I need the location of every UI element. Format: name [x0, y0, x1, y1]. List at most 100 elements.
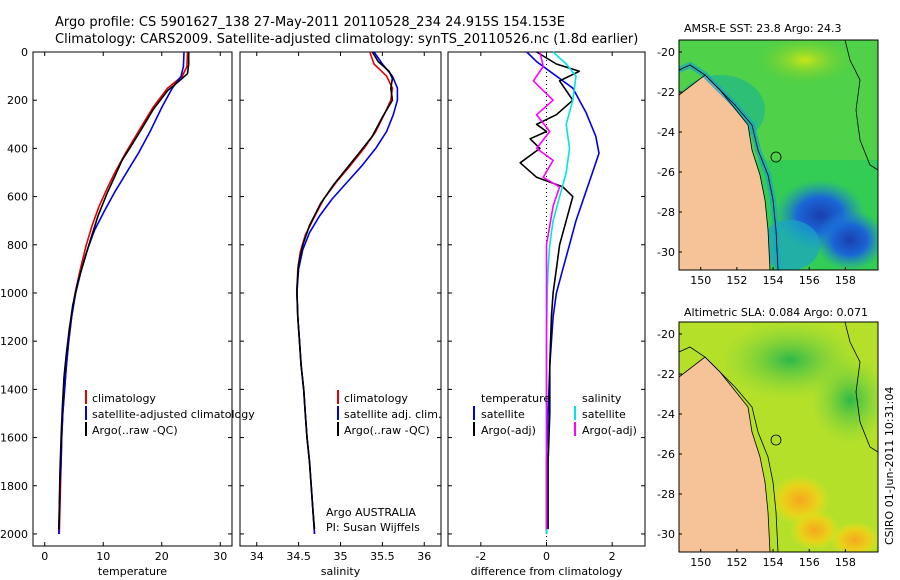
temperature-ytick-label: 200 — [7, 94, 28, 107]
temperature-ytick-label: 800 — [7, 239, 28, 252]
sla-ytick-label: -28 — [657, 488, 675, 501]
sst-xtick-label: 150 — [690, 274, 711, 287]
temperature-ytick-label: 600 — [7, 191, 28, 204]
sla-coastline — [679, 356, 771, 552]
temperature-ytick-label: 2000 — [0, 528, 28, 541]
sst-xtick-label: 154 — [763, 274, 784, 287]
sst-xtick-label: 152 — [726, 274, 747, 287]
sst-xtick-label: 158 — [835, 274, 856, 287]
temperature-xtick-label: 20 — [155, 550, 169, 563]
sst-cold-eddy-2 — [815, 210, 878, 270]
temperature-ytick-label: 1800 — [0, 480, 28, 493]
sst-xtick-label: 156 — [799, 274, 820, 287]
salinity-panel: 34 34.5 35 35.5 36 salinity — [239, 51, 442, 578]
legend-title-salinity: salinity — [582, 392, 622, 405]
sla-map-frame — [678, 321, 879, 553]
sla-map — [679, 322, 878, 552]
series-sal-satellite — [545, 51, 577, 534]
legend-label-climatology: climatology — [344, 392, 408, 405]
temperature-ytick-label: 1200 — [0, 335, 28, 348]
temperature-ytick-label: 1000 — [0, 287, 28, 300]
salinity-legend: climatology satellite adj. clim. Argo(..… — [326, 390, 441, 534]
sla-high-patch-2 — [790, 510, 840, 550]
difference-xtick-label: 0 — [543, 550, 550, 563]
sla-xtick-label: 152 — [726, 556, 747, 569]
salinity-axes-frame — [239, 51, 442, 547]
series-satellite — [296, 51, 399, 535]
sla-map-axes: 150 152 154 156 158 -20 -22 -24 -26 -28 -30 — [657, 328, 856, 569]
legend-label-climatology: climatology — [92, 392, 156, 405]
sla-low-patch-2 — [810, 355, 878, 445]
sst-ytick-label: -20 — [657, 46, 675, 59]
legend-label-argo: Argo(..raw -QC) — [92, 424, 178, 437]
sst-warm-patch — [755, 40, 855, 85]
sst-reef-contour — [844, 40, 878, 171]
sst-coastline — [679, 74, 771, 270]
sla-profile-marker — [770, 434, 782, 446]
sla-depth-contour — [679, 346, 779, 552]
legend-label-satellite: satellite adj. clim. — [344, 408, 441, 421]
sst-land — [679, 75, 770, 270]
sla-ytick-label: -22 — [657, 368, 675, 381]
sst-map-frame — [678, 39, 879, 271]
temperature-axes-frame — [32, 51, 233, 547]
timestamp-stamp: CSIRO 01-Jun-2011 10:31:04 — [883, 387, 896, 545]
sst-map-title: AMSR-E SST: 23.8 Argo: 24.3 — [684, 22, 842, 35]
temperature-ytick-label: 400 — [7, 142, 28, 155]
salinity-xtick-label: 35.5 — [370, 550, 395, 563]
sla-xtick-label: 158 — [835, 556, 856, 569]
sla-ytick-label: -20 — [657, 328, 675, 341]
salinity-xtick-label: 34 — [250, 550, 264, 563]
salinity-xtick-label: 36 — [417, 550, 431, 563]
sst-ytick-label: -28 — [657, 206, 675, 219]
sla-ytick-label: -30 — [657, 528, 675, 541]
legend-label-temp-argo: Argo(-adj) — [481, 424, 536, 437]
temperature-xtick-label: 0 — [41, 550, 48, 563]
sst-ytick-label: -30 — [657, 246, 675, 259]
salinity-xtick-label: 34.5 — [286, 550, 311, 563]
sst-map-axes: 150 152 154 156 158 -20 -22 -24 -26 -28 -30 — [657, 46, 856, 287]
temperature-xtick-label: 10 — [96, 550, 110, 563]
temperature-xtick-label: 30 — [213, 550, 227, 563]
difference-xtick-label: 2 — [609, 550, 616, 563]
difference-xlabel: difference from climatology — [471, 565, 623, 578]
figure-title-line1: Argo profile: CS 5901627_138 27-May-2011… — [55, 15, 565, 30]
temperature-ytick-label: 0 — [21, 46, 28, 59]
sst-depth-contour — [679, 64, 779, 270]
sla-high-patch-3 — [830, 522, 878, 552]
series-argo — [58, 52, 190, 530]
sla-ytick-label: -24 — [657, 408, 675, 421]
argo-annotation-line2: PI: Susan Wijffels — [326, 521, 420, 534]
argo-annotation-line1: Argo AUSTRALIA — [326, 506, 416, 519]
difference-panel: -2 0 2 difference from climatology — [447, 51, 646, 578]
legend-label-sal-argo: Argo(-adj) — [582, 424, 637, 437]
sst-map — [679, 40, 878, 270]
sla-xtick-label: 150 — [690, 556, 711, 569]
sla-land — [679, 357, 770, 552]
temperature-ytick-label: 1600 — [0, 432, 28, 445]
series-climatology — [58, 51, 189, 535]
legend-label-sal-satellite: satellite — [582, 408, 626, 421]
salinity-xlabel: salinity — [321, 565, 361, 578]
temperature-ytick-label: 1400 — [0, 383, 28, 396]
sst-ytick-label: -22 — [657, 86, 675, 99]
sst-ytick-label: -26 — [657, 166, 675, 179]
series-satellite — [58, 51, 185, 535]
figure-title-line2: Climatology: CARS2009. Satellite-adjuste… — [55, 32, 638, 47]
temperature-xlabel: temperature — [98, 565, 167, 578]
sst-ytick-label: -24 — [657, 126, 675, 139]
temperature-panel: 0 10 20 30 temperature 0 200 400 600 800 1000 1200 1… — [0, 46, 233, 578]
sla-xtick-label: 156 — [799, 556, 820, 569]
series-temp-argo — [519, 51, 581, 530]
series-sal-argo — [532, 51, 561, 530]
difference-legend: temperature satellite Argo(-adj) salinit… — [473, 392, 637, 437]
series-argo — [296, 51, 394, 530]
salinity-xtick-label: 35 — [334, 550, 348, 563]
legend-title-temperature: temperature — [481, 392, 550, 405]
sla-reef-contour — [844, 322, 878, 453]
difference-xtick-label: -2 — [475, 550, 486, 563]
sst-profile-marker — [770, 151, 782, 163]
sla-xtick-label: 154 — [763, 556, 784, 569]
sla-ytick-label: -26 — [657, 448, 675, 461]
